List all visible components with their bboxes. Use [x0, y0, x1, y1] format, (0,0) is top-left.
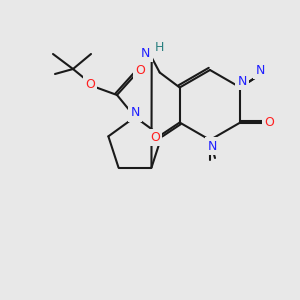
Text: H: H: [155, 41, 164, 54]
Text: N: N: [207, 140, 217, 152]
Text: O: O: [85, 77, 95, 91]
Text: O: O: [264, 116, 274, 129]
Text: O: O: [135, 64, 145, 77]
Text: N: N: [130, 106, 140, 119]
Text: N: N: [238, 75, 247, 88]
Text: O: O: [150, 131, 160, 144]
Text: N: N: [256, 64, 265, 77]
Text: N: N: [141, 47, 150, 60]
